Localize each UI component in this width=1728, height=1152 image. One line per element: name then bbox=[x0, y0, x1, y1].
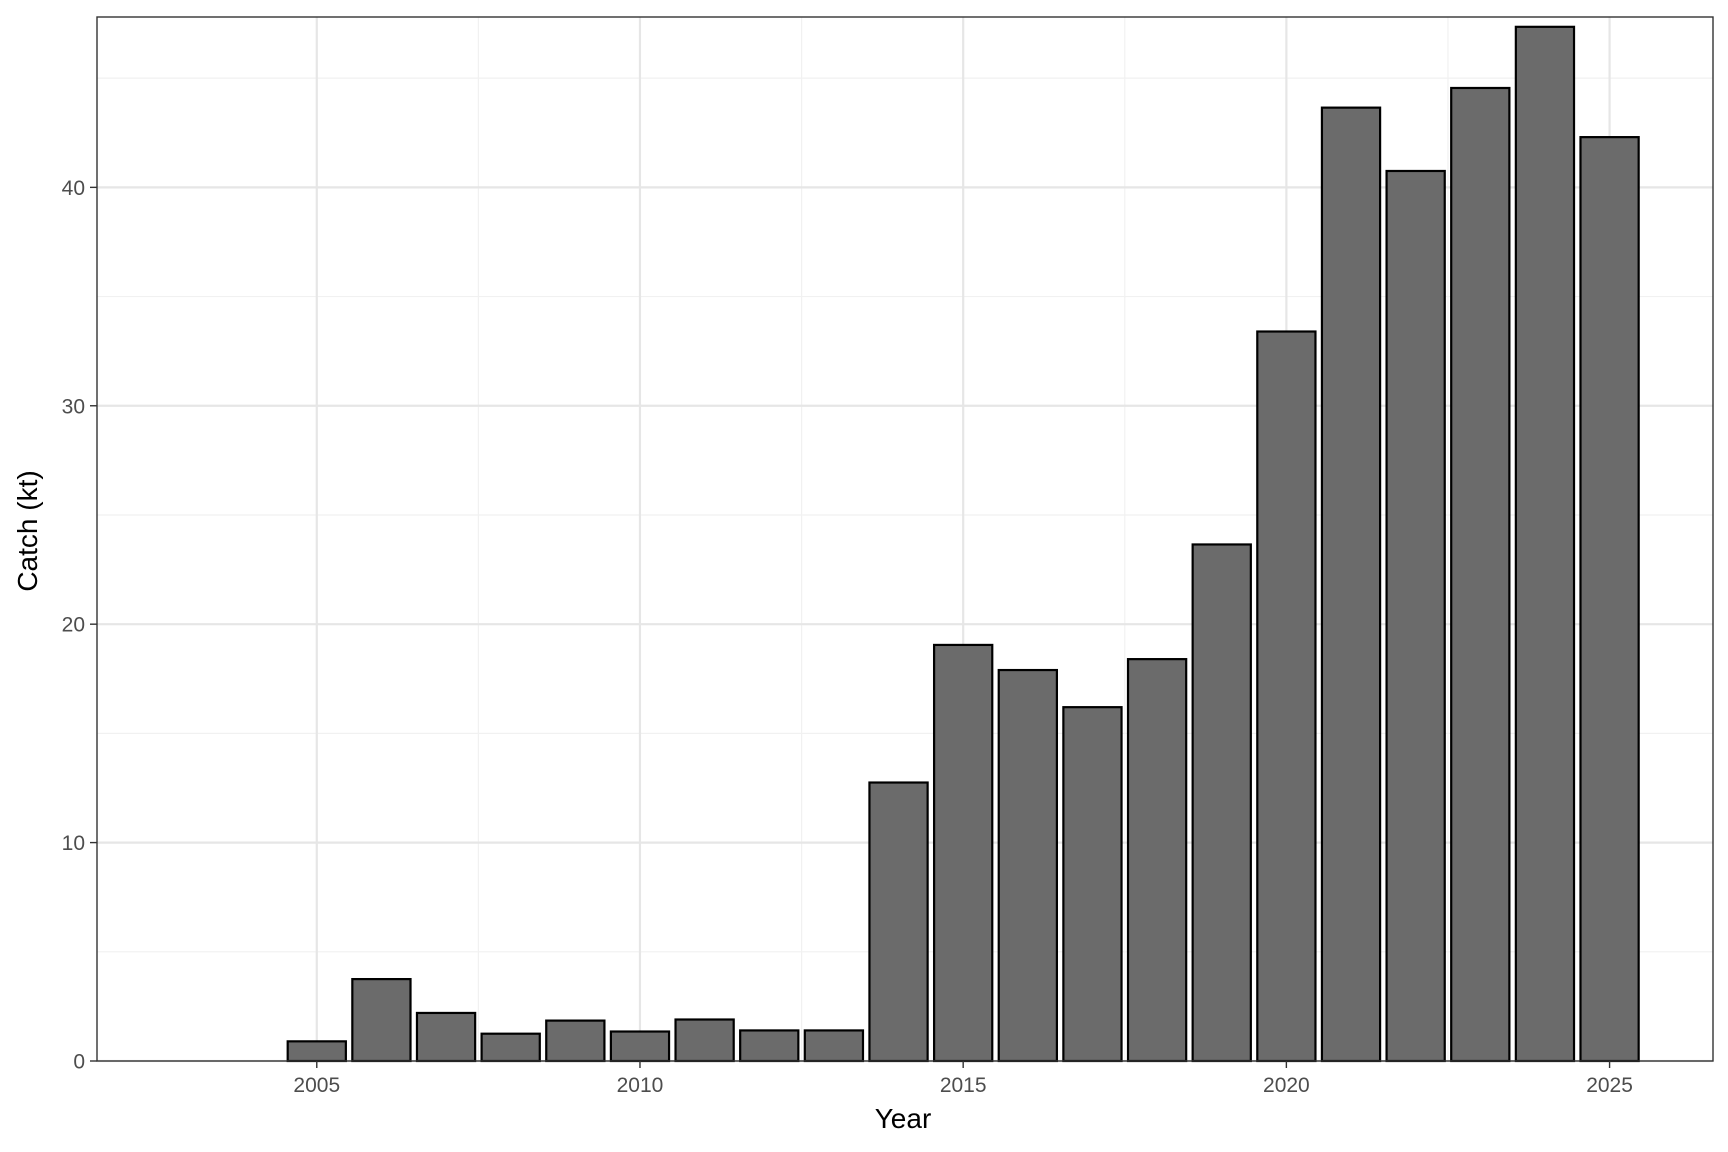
bar-2023 bbox=[1450, 86, 1511, 1063]
bar-2017 bbox=[1062, 706, 1123, 1063]
bar-2012 bbox=[739, 1029, 800, 1063]
bar-2007 bbox=[415, 1011, 477, 1063]
bar-2020 bbox=[1256, 330, 1317, 1063]
x-tick-label: 2005 bbox=[293, 1074, 340, 1097]
bar-2025 bbox=[1579, 136, 1640, 1063]
x-tick-label: 2020 bbox=[1263, 1074, 1310, 1097]
bar-2010 bbox=[609, 1030, 671, 1063]
y-axis-title: Catch (kt) bbox=[12, 470, 43, 591]
bar-2024 bbox=[1514, 25, 1576, 1063]
x-tick-label: 2025 bbox=[1586, 1074, 1633, 1097]
y-tick-label: 10 bbox=[62, 832, 85, 855]
y-tick-label: 0 bbox=[73, 1051, 85, 1074]
bar-2018 bbox=[1126, 658, 1188, 1063]
x-axis-title: Year bbox=[875, 1103, 932, 1134]
x-tick-label: 2015 bbox=[940, 1074, 987, 1097]
y-tick-label: 20 bbox=[62, 614, 85, 637]
bar-2019 bbox=[1191, 543, 1252, 1063]
bar-2022 bbox=[1385, 169, 1446, 1063]
bar-2011 bbox=[674, 1018, 735, 1063]
panel-border bbox=[96, 16, 1714, 1062]
bar-2005 bbox=[286, 1040, 347, 1063]
bar-2008 bbox=[480, 1032, 541, 1063]
bar-2006 bbox=[351, 977, 412, 1063]
x-tick-label: 2010 bbox=[617, 1074, 664, 1097]
bar-2016 bbox=[997, 668, 1059, 1063]
bar-2021 bbox=[1320, 106, 1382, 1063]
bar-2014 bbox=[868, 781, 929, 1063]
y-axis: 0 10 20 30 40 bbox=[62, 177, 97, 1074]
x-axis: 2005 2010 2015 2020 2025 bbox=[293, 1061, 1633, 1097]
bars bbox=[286, 25, 1640, 1063]
y-tick-label: 40 bbox=[62, 177, 85, 200]
bar-2015 bbox=[932, 643, 994, 1063]
bar-2009 bbox=[545, 1019, 606, 1063]
y-tick-label: 30 bbox=[62, 395, 85, 418]
bar-2013 bbox=[803, 1029, 865, 1063]
